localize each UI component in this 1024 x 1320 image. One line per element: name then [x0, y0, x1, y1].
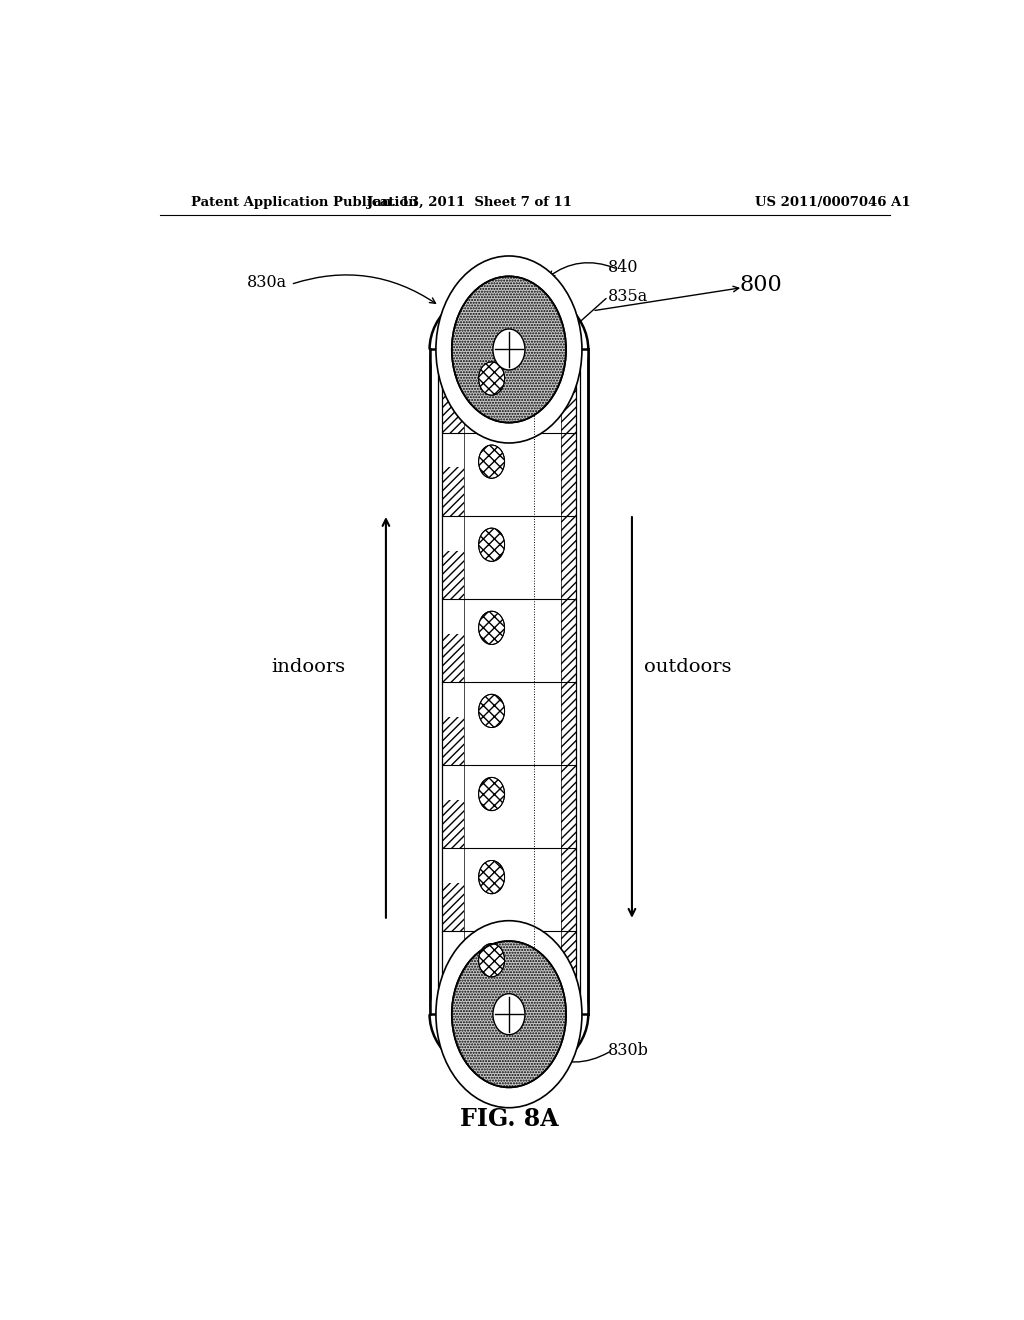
Text: 830b: 830b	[608, 1043, 649, 1059]
Circle shape	[478, 611, 505, 644]
Circle shape	[478, 362, 505, 395]
Bar	[442, 350, 465, 1014]
Bar	[442, 433, 465, 467]
Circle shape	[478, 777, 505, 810]
Bar	[442, 516, 465, 550]
Circle shape	[493, 994, 525, 1035]
Text: 830a: 830a	[247, 275, 287, 290]
Text: 840: 840	[608, 259, 639, 276]
Circle shape	[493, 329, 525, 370]
Bar	[465, 350, 561, 1014]
Bar	[442, 599, 465, 634]
Bar	[561, 350, 575, 1014]
Circle shape	[478, 694, 505, 727]
Circle shape	[478, 528, 505, 561]
Text: 835a: 835a	[608, 288, 648, 305]
Circle shape	[436, 921, 582, 1107]
Circle shape	[478, 861, 505, 894]
Circle shape	[478, 445, 505, 478]
Ellipse shape	[430, 949, 588, 1078]
Ellipse shape	[430, 285, 588, 414]
Text: Jan. 13, 2011  Sheet 7 of 11: Jan. 13, 2011 Sheet 7 of 11	[367, 195, 571, 209]
Text: Patent Application Publication: Patent Application Publication	[191, 195, 418, 209]
Text: US 2011/0007046 A1: US 2011/0007046 A1	[755, 195, 910, 209]
Text: outdoors: outdoors	[644, 657, 731, 676]
Bar	[442, 931, 465, 966]
Text: FIG. 8A: FIG. 8A	[460, 1107, 558, 1131]
Bar	[442, 350, 465, 384]
Circle shape	[452, 276, 566, 422]
Text: 800: 800	[739, 275, 781, 297]
Circle shape	[452, 941, 566, 1088]
Bar	[442, 764, 465, 800]
Bar	[442, 847, 465, 883]
Bar	[442, 682, 465, 717]
Circle shape	[436, 256, 582, 444]
Circle shape	[478, 944, 505, 977]
Text: indoors: indoors	[270, 657, 345, 676]
Bar	[430, 350, 589, 1014]
